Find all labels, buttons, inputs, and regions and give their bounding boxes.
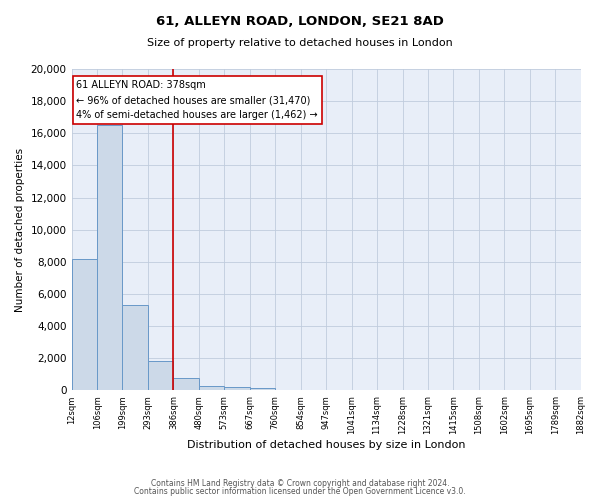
Bar <box>97 126 122 390</box>
Bar <box>122 306 148 390</box>
Bar <box>173 378 199 390</box>
Text: Contains public sector information licensed under the Open Government Licence v3: Contains public sector information licen… <box>134 487 466 496</box>
X-axis label: Distribution of detached houses by size in London: Distribution of detached houses by size … <box>187 440 465 450</box>
Bar <box>224 387 250 390</box>
Text: Contains HM Land Registry data © Crown copyright and database right 2024.: Contains HM Land Registry data © Crown c… <box>151 478 449 488</box>
Y-axis label: Number of detached properties: Number of detached properties <box>15 148 25 312</box>
Bar <box>71 258 97 390</box>
Bar <box>250 388 275 390</box>
Text: 61 ALLEYN ROAD: 378sqm
← 96% of detached houses are smaller (31,470)
4% of semi-: 61 ALLEYN ROAD: 378sqm ← 96% of detached… <box>76 80 318 120</box>
Text: 61, ALLEYN ROAD, LONDON, SE21 8AD: 61, ALLEYN ROAD, LONDON, SE21 8AD <box>156 15 444 28</box>
Bar <box>199 386 224 390</box>
Bar <box>148 360 173 390</box>
Text: Size of property relative to detached houses in London: Size of property relative to detached ho… <box>147 38 453 48</box>
